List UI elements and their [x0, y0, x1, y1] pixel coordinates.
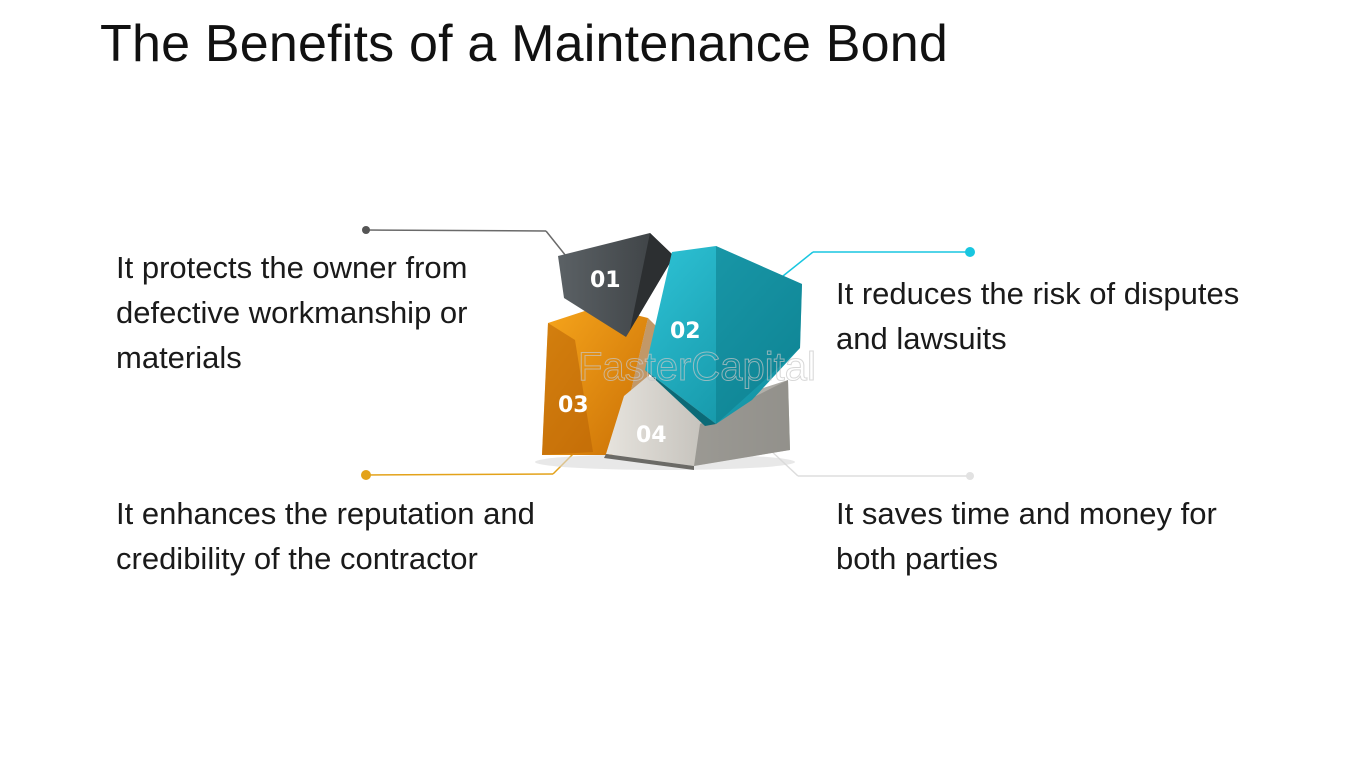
piece-04-number: 04	[636, 423, 667, 448]
leader-dot-02	[965, 247, 975, 257]
piece-01-number: 01	[590, 268, 621, 293]
piece-02-number: 02	[670, 319, 701, 344]
piece-02: 02	[645, 246, 802, 426]
watermark-text: FasterCapital	[578, 345, 816, 389]
leader-dot-04	[966, 472, 974, 480]
benefit-02-text: It reduces the risk of disputes and laws…	[836, 276, 1240, 356]
leader-line-01	[362, 226, 567, 257]
leader-line-04	[767, 447, 974, 480]
piece-01: 01	[558, 233, 674, 337]
benefit-03-text: It enhances the reputation and credibili…	[116, 496, 535, 576]
page-title: The Benefits of a Maintenance Bond	[100, 15, 949, 73]
leader-dot-03	[361, 470, 371, 480]
piece-03-number: 03	[558, 393, 589, 418]
benefit-01-text: It protects the owner from defective wor…	[116, 250, 468, 375]
leader-line-02	[777, 247, 975, 281]
leader-dot-01	[362, 226, 370, 234]
leader-line-03	[361, 451, 576, 480]
benefit-04-text: It saves time and money for both parties	[836, 496, 1217, 576]
